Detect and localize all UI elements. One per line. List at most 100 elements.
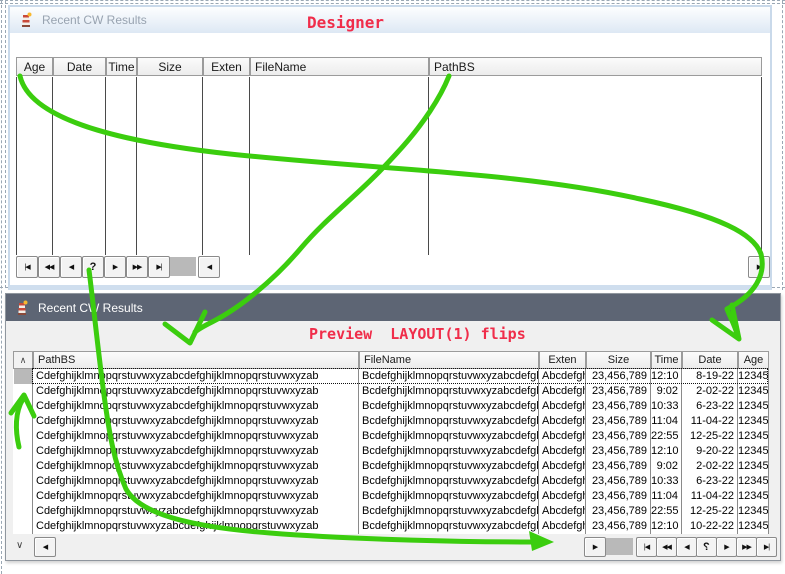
preview-col-header-time[interactable]: Time	[651, 351, 682, 369]
cell-date: 2-02-22	[682, 384, 738, 399]
preview-titlebar[interactable]: Recent CW Results	[6, 294, 780, 321]
preview-col-header-pathbs[interactable]: PathBS	[33, 351, 359, 369]
vscroll-track[interactable]	[13, 489, 33, 504]
table-row[interactable]: Cdefghijklmnopqrstuvwxyzabcdefghijklmnop…	[13, 444, 769, 459]
designer-column-line	[136, 77, 137, 255]
designer-col-header-filename[interactable]: FileName	[250, 57, 429, 76]
table-row[interactable]: Cdefghijklmnopqrstuvwxyzabcdefghijklmnop…	[13, 369, 769, 384]
cell-size: 23,456,789	[586, 519, 651, 534]
vcr-help-button[interactable]: ?	[82, 256, 104, 278]
cell-date: 12-25-22	[682, 429, 738, 444]
vscroll-track[interactable]	[13, 474, 33, 489]
vcr-page-down-button[interactable]: ▶▶	[736, 537, 757, 557]
cell-filename: Bcdefghijklmnopqrstuvwxyzabcdefghijklmno…	[359, 489, 539, 504]
vcr-page-up-button[interactable]: ◀◀	[656, 537, 677, 557]
vscroll-track[interactable]	[13, 399, 33, 414]
cell-pathbs: Cdefghijklmnopqrstuvwxyzabcdefghijklmnop…	[33, 444, 359, 459]
vcr-page-down-glyph: ▶▶	[742, 544, 752, 551]
vscroll-track[interactable]	[13, 504, 33, 519]
designer-col-header-pathbs[interactable]: PathBS	[429, 57, 762, 76]
vcr-help-button[interactable]: ?	[696, 537, 717, 557]
cell-time: 22:55	[651, 429, 682, 444]
cell-exten: Abcdefghij	[539, 474, 586, 489]
hscroll-left-button[interactable]: ◀	[34, 537, 56, 557]
cell-time: 22:55	[651, 504, 682, 519]
cell-time: 10:33	[651, 399, 682, 414]
table-row[interactable]: Cdefghijklmnopqrstuvwxyzabcdefghijklmnop…	[13, 474, 769, 489]
preview-col-header-size[interactable]: Size	[586, 351, 651, 369]
cell-age: 12345	[738, 489, 769, 504]
hscroll-thumb[interactable]	[170, 257, 196, 276]
cell-age: 12345	[738, 444, 769, 459]
vcr-help-glyph: ?	[703, 541, 710, 553]
vscroll-track[interactable]	[13, 519, 33, 534]
cell-size: 23,456,789	[586, 384, 651, 399]
cell-exten: Abcdefghij	[539, 489, 586, 504]
table-row[interactable]: Cdefghijklmnopqrstuvwxyzabcdefghijklmnop…	[13, 459, 769, 474]
cell-exten: Abcdefghij	[539, 369, 586, 384]
table-row[interactable]: Cdefghijklmnopqrstuvwxyzabcdefghijklmnop…	[13, 384, 769, 399]
vcr-up-button[interactable]: ◀	[60, 256, 82, 278]
cell-time: 12:10	[651, 369, 682, 384]
cell-age: 12345	[738, 474, 769, 489]
vscroll-thumb[interactable]	[14, 369, 32, 384]
cell-age: 12345	[738, 369, 769, 384]
vcr-page-down-button[interactable]: ▶▶	[126, 256, 148, 278]
table-row[interactable]: Cdefghijklmnopqrstuvwxyzabcdefghijklmnop…	[13, 504, 769, 519]
hscroll-right-button[interactable]: ▶	[748, 256, 770, 278]
cell-date: 12-25-22	[682, 504, 738, 519]
vscroll-track[interactable]	[13, 459, 33, 474]
table-row[interactable]: Cdefghijklmnopqrstuvwxyzabcdefghijklmnop…	[13, 429, 769, 444]
vscroll-up-arrow[interactable]: ∧	[13, 351, 33, 369]
cell-exten: Abcdefghij	[539, 399, 586, 414]
designer-titlebar[interactable]: Recent CW Results	[10, 7, 770, 33]
hscroll-right-button[interactable]: ▶	[584, 537, 606, 557]
designer-annotation: Designer	[307, 13, 385, 32]
vcr-page-up-button[interactable]: ◀◀	[38, 256, 60, 278]
preview-window-title: Recent CW Results	[38, 300, 143, 315]
vcr-down-button[interactable]: ▶	[716, 537, 737, 557]
preview-col-header-filename[interactable]: FileName	[359, 351, 539, 369]
preview-annotation: Preview LAYOUT(1) flips	[309, 325, 526, 343]
table-row[interactable]: Cdefghijklmnopqrstuvwxyzabcdefghijklmnop…	[13, 399, 769, 414]
vscroll-track[interactable]	[13, 429, 33, 444]
designer-col-header-size[interactable]: Size	[137, 57, 203, 76]
designer-col-header-date[interactable]: Date	[53, 57, 106, 76]
vcr-first-button[interactable]: |◀	[636, 537, 657, 557]
cell-size: 23,456,789	[586, 489, 651, 504]
vscroll-track[interactable]	[13, 444, 33, 459]
vcr-last-button[interactable]: ▶|	[756, 537, 777, 557]
vcr-last-button[interactable]: ▶|	[148, 256, 170, 278]
table-row[interactable]: Cdefghijklmnopqrstuvwxyzabcdefghijklmnop…	[13, 414, 769, 429]
hscroll-thumb[interactable]	[606, 538, 633, 555]
preview-col-header-age[interactable]: Age	[738, 351, 769, 369]
cell-size: 23,456,789	[586, 504, 651, 519]
vcr-page-up-glyph: ◀◀	[662, 544, 672, 551]
cell-date: 6-23-22	[682, 474, 738, 489]
marquee-top-inner	[0, 3, 785, 4]
designer-col-header-exten[interactable]: Exten	[203, 57, 250, 76]
marquee-left-inner	[5, 0, 6, 288]
table-row[interactable]: Cdefghijklmnopqrstuvwxyzabcdefghijklmnop…	[13, 489, 769, 504]
cell-age: 12345	[738, 429, 769, 444]
designer-col-header-time[interactable]: Time	[106, 57, 137, 76]
cell-size: 23,456,789	[586, 399, 651, 414]
cell-filename: Bcdefghijklmnopqrstuvwxyzabcdefghijklmno…	[359, 459, 539, 474]
cell-pathbs: Cdefghijklmnopqrstuvwxyzabcdefghijklmnop…	[33, 429, 359, 444]
preview-col-header-exten[interactable]: Exten	[539, 351, 586, 369]
vcr-down-button[interactable]: ▶	[104, 256, 126, 278]
vscroll-track[interactable]	[13, 384, 33, 399]
designer-col-header-age[interactable]: Age	[16, 57, 53, 76]
table-row[interactable]: Cdefghijklmnopqrstuvwxyzabcdefghijklmnop…	[13, 519, 769, 534]
hscroll-left-button[interactable]: ◀	[198, 256, 220, 278]
vcr-first-button[interactable]: |◀	[16, 256, 38, 278]
cell-size: 23,456,789	[586, 444, 651, 459]
vcr-up-glyph: ◀	[684, 544, 689, 551]
preview-col-header-date[interactable]: Date	[682, 351, 738, 369]
designer-column-line	[249, 77, 250, 255]
vscroll-track[interactable]	[13, 414, 33, 429]
vcr-up-button[interactable]: ◀	[676, 537, 697, 557]
cell-filename: Bcdefghijklmnopqrstuvwxyzabcdefghijklmno…	[359, 429, 539, 444]
vscroll-down-arrow[interactable]: ∨	[16, 540, 24, 551]
cell-pathbs: Cdefghijklmnopqrstuvwxyzabcdefghijklmnop…	[33, 474, 359, 489]
